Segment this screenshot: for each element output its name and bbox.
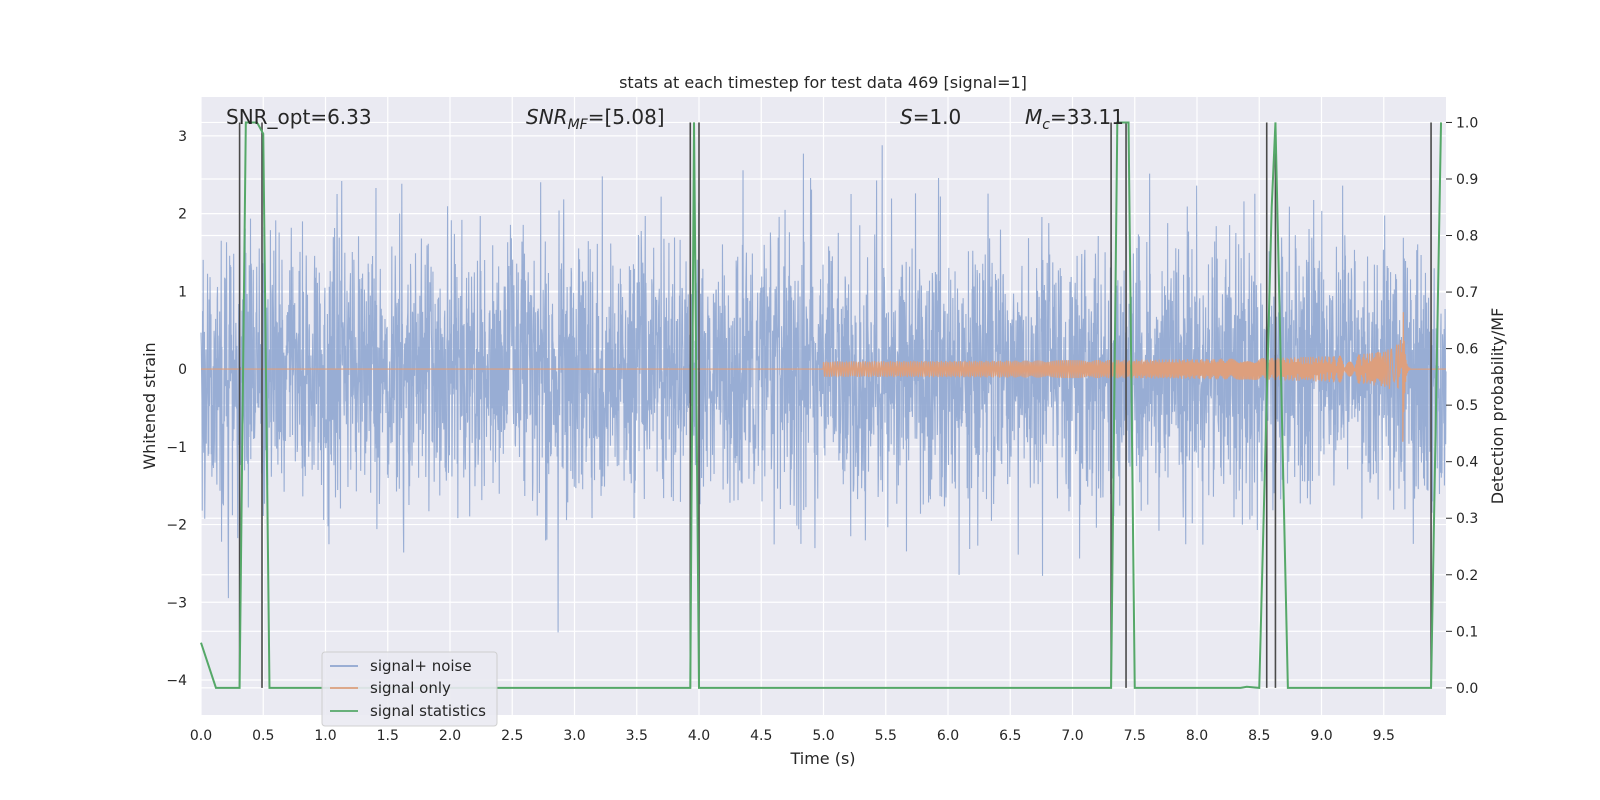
y2-tick-label: 0.0 — [1456, 681, 1478, 697]
signal-only-line — [201, 312, 1447, 442]
chart-title: stats at each timestep for test data 469… — [619, 73, 1027, 92]
y2-axis-ticks: 0.0 0.1 0.2 0.3 0.4 0.5 0.6 0.7 0.8 0.9 1.0 — [1446, 115, 1478, 697]
y2-tick-label: 0.1 — [1456, 624, 1478, 640]
y-tick-label: 0 — [178, 362, 187, 378]
x-tick-label: 7.5 — [1124, 728, 1146, 744]
x-tick-label: 4.0 — [688, 728, 710, 744]
x-tick-label: 3.5 — [626, 728, 648, 744]
y2-axis-label: Detection probability/MF — [1488, 308, 1507, 505]
x-tick-label: 4.5 — [750, 728, 772, 744]
y-tick-label: −3 — [166, 595, 187, 611]
y-axis-ticks: −4 −3 −2 −1 0 1 2 3 — [166, 129, 187, 689]
y2-tick-label: 0.8 — [1456, 229, 1478, 245]
x-tick-label: 5.0 — [812, 728, 834, 744]
y-axis-label: Whitened strain — [140, 342, 159, 469]
y2-tick-label: 0.5 — [1456, 398, 1478, 414]
legend-label-signal-only: signal only — [370, 679, 451, 697]
x-tick-label: 7.0 — [1061, 728, 1083, 744]
x-tick-label: 6.0 — [937, 728, 959, 744]
legend-label-signal-statistics: signal statistics — [370, 702, 486, 720]
signal-statistics-line — [200, 121, 1443, 689]
y2-tick-label: 0.9 — [1456, 172, 1478, 188]
x-tick-label: 2.0 — [439, 728, 461, 744]
x-tick-label: 6.5 — [999, 728, 1021, 744]
y2-tick-label: 0.2 — [1456, 568, 1478, 584]
x-axis-label: Time (s) — [789, 749, 855, 768]
y-tick-label: 2 — [178, 207, 187, 223]
x-tick-label: 9.5 — [1373, 728, 1395, 744]
y2-tick-label: 0.6 — [1456, 342, 1478, 358]
signal-noise-series — [200, 145, 1447, 633]
signal-statistics-series — [200, 121, 1443, 689]
legend-label-signal-noise: signal+ noise — [370, 657, 472, 675]
signal-only-series — [201, 312, 1447, 442]
signal-noise-line — [200, 145, 1447, 633]
x-tick-label: 8.5 — [1248, 728, 1270, 744]
y-tick-label: −4 — [166, 673, 187, 689]
x-tick-label: 3.0 — [563, 728, 585, 744]
x-tick-label: 1.0 — [314, 728, 336, 744]
x-tick-label: 0.5 — [252, 728, 274, 744]
x-tick-label: 1.5 — [377, 728, 399, 744]
x-tick-label: 2.5 — [501, 728, 523, 744]
y-tick-label: 1 — [178, 284, 187, 300]
y-tick-label: −2 — [166, 518, 187, 534]
y2-tick-label: 0.3 — [1456, 511, 1478, 527]
x-tick-label: 0.0 — [190, 728, 212, 744]
y-tick-label: 3 — [178, 129, 187, 145]
annotation-snr-mf: SNRMF=[5.08] — [526, 105, 665, 133]
x-axis-ticks: 0.0 0.5 1.0 1.5 2.0 2.5 3.0 3.5 4.0 4.5 5.0 5.5 6.0 6… — [190, 728, 1395, 744]
annotation-mc-value: Mc=33.11 — [1025, 105, 1124, 133]
annotation-s-value: S=1.0 — [900, 105, 961, 129]
y-tick-label: −1 — [166, 440, 187, 456]
legend-box — [321, 651, 498, 727]
y2-tick-label: 1.0 — [1456, 115, 1478, 131]
x-tick-label: 5.5 — [875, 728, 897, 744]
x-tick-label: 8.0 — [1186, 728, 1208, 744]
legend: signal+ noise signal only signal statist… — [321, 651, 498, 727]
x-tick-label: 9.0 — [1310, 728, 1332, 744]
y2-tick-label: 0.7 — [1456, 285, 1478, 301]
annotation-snr-opt: SNR_opt=6.33 — [226, 105, 372, 129]
y2-tick-label: 0.4 — [1456, 455, 1478, 471]
